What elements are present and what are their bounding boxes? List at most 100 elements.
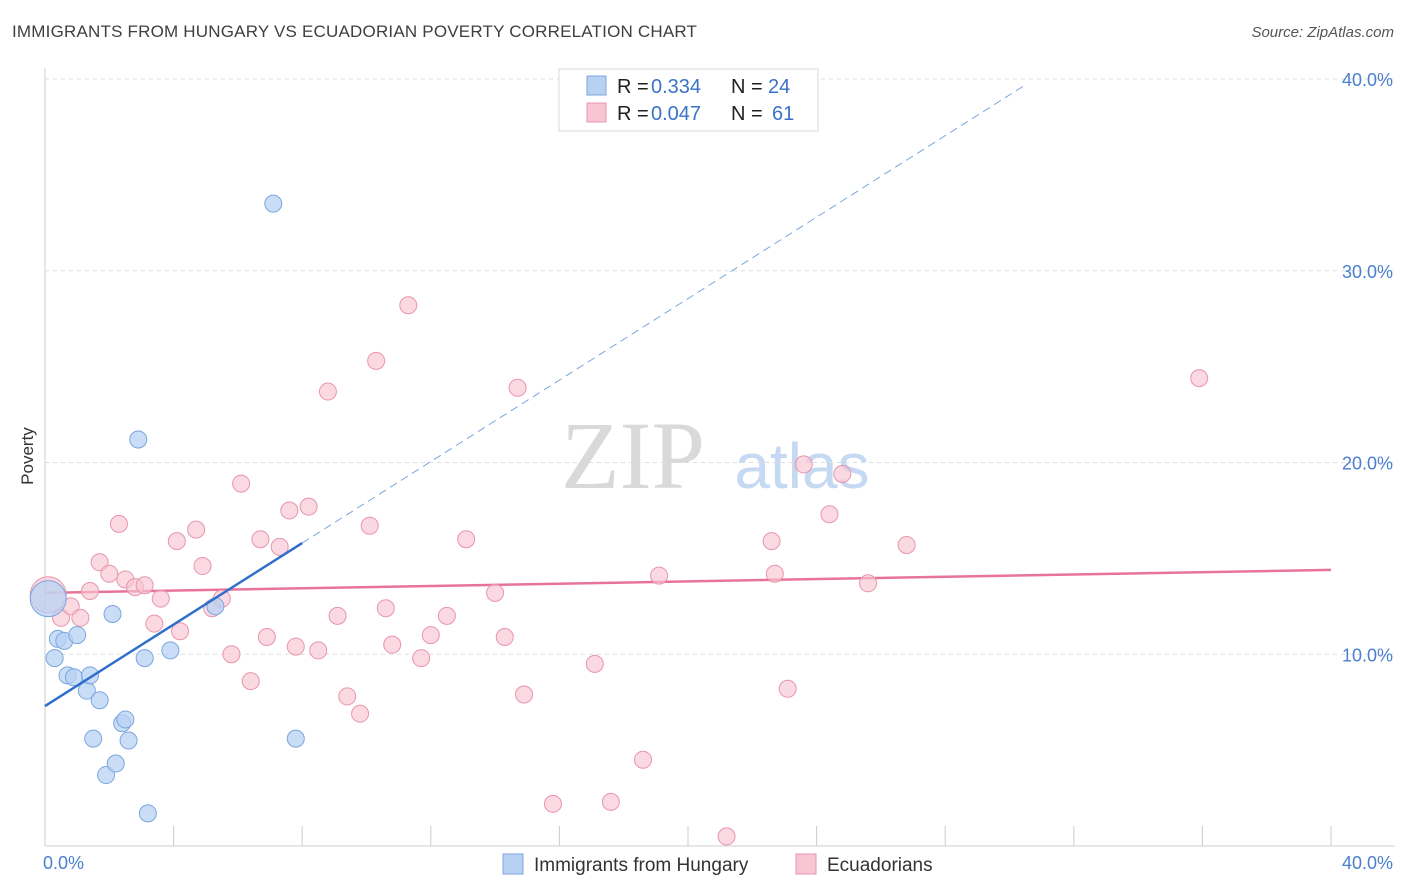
ecuadorians-point	[299, 497, 318, 516]
ecuadorians-point	[495, 627, 514, 646]
legend-r-value-ecuadorians: 0.047	[651, 103, 701, 125]
ecuadorians-point	[151, 589, 170, 608]
ecuadorians-point	[1190, 369, 1209, 388]
hungary-point	[29, 580, 67, 618]
ecuadorians-point	[338, 687, 357, 706]
x-tick-label: 40.0%	[1342, 853, 1393, 873]
ecuadorians-point	[187, 520, 206, 539]
ecuadorians-point	[360, 516, 379, 535]
ecuadorians-point	[270, 537, 289, 556]
ecuadorians-point	[171, 622, 190, 641]
ecuadorians-point	[543, 794, 562, 813]
ecuadorians-point	[633, 750, 652, 769]
legend-r-value-hungary: 0.334	[651, 76, 701, 98]
hungary-point	[116, 710, 135, 729]
hungary-point	[68, 626, 87, 645]
ecuadorians-point	[820, 505, 839, 524]
ecuadorians-point	[309, 641, 328, 660]
bottom-legend-swatch-ecuadorians	[795, 853, 817, 875]
ecuadorians-point	[383, 635, 402, 654]
ecuadorians-point	[328, 606, 347, 625]
ecuadorians-point	[257, 627, 276, 646]
ecuadorians-point	[135, 576, 154, 595]
ecuadorians-point	[81, 581, 100, 600]
legend-r-label-ecuadorians: R =	[617, 103, 649, 125]
hungary-point	[286, 729, 305, 748]
ecuadorians-point	[515, 685, 534, 704]
hungary-points	[29, 194, 305, 823]
series-legend: Immigrants from Hungary Ecuadorians	[502, 853, 933, 876]
ecuadorians-point	[508, 378, 527, 397]
trend-lines	[44, 84, 1332, 595]
bottom-legend-label-hungary: Immigrants from Hungary	[534, 855, 749, 876]
ecuadorians-point	[318, 382, 337, 401]
ecuadorians-point	[437, 606, 456, 625]
stats-legend: R = 0.334 N = 24 R = 0.047 N = 61	[558, 68, 819, 132]
legend-r-label-hungary: R =	[617, 76, 649, 98]
ecuadorians-point	[100, 564, 119, 583]
ecuadorians-point	[145, 614, 164, 633]
hungary-trend-line	[44, 541, 303, 708]
ecuadorians-point	[765, 564, 784, 583]
ecuadorians-point	[241, 672, 260, 691]
source-label: Source: ZipAtlas.com	[1251, 24, 1394, 41]
y-axis-title: Poverty	[18, 427, 37, 485]
legend-n-label-hungary: N =	[731, 76, 763, 98]
hungary-point	[90, 691, 109, 710]
ecuadorians-point	[367, 351, 386, 370]
ecuadorians-point	[833, 465, 852, 484]
ecuadorians-point	[351, 704, 370, 723]
ecuadorians-point	[717, 827, 736, 846]
ecuadorians-point	[897, 535, 916, 554]
ecuadorians-point	[376, 599, 395, 618]
ecuadorians-point	[167, 532, 186, 551]
hungary-point	[119, 731, 138, 750]
legend-n-value-hungary: 24	[768, 76, 790, 98]
y-tick-label: 10.0%	[1342, 645, 1393, 665]
hungary-point	[135, 649, 154, 668]
ecuadorians-point	[486, 583, 505, 602]
ecuadorians-point	[399, 296, 418, 315]
x-tick-label: 0.0%	[43, 853, 84, 873]
ecuadorians-point	[193, 557, 212, 576]
hungary-point	[45, 649, 64, 668]
legend-swatch-hungary	[586, 75, 607, 96]
hungary-point	[129, 430, 148, 449]
bottom-legend-label-ecuadorians: Ecuadorians	[827, 855, 933, 876]
y-tick-label: 30.0%	[1342, 262, 1393, 282]
ecuadorians-point	[90, 553, 109, 572]
legend-swatch-ecuadorians	[586, 102, 607, 123]
chart-title: IMMIGRANTS FROM HUNGARY VS ECUADORIAN PO…	[12, 22, 698, 41]
ecuadorians-point	[778, 679, 797, 698]
ecuadorians-point	[71, 608, 90, 627]
hungary-point	[138, 804, 157, 823]
ecuadorians-point	[280, 501, 299, 520]
hungary-point	[264, 194, 283, 213]
y-tick-label: 20.0%	[1342, 454, 1393, 474]
hungary-point	[161, 641, 180, 660]
ecuadorians-point	[762, 532, 781, 551]
legend-n-value-ecuadorians: 61	[772, 103, 794, 125]
ecuadorians-point	[457, 530, 476, 549]
axes	[44, 68, 1395, 847]
ecuadorians-point	[251, 530, 270, 549]
watermark-zip: ZIP	[561, 402, 705, 509]
ecuadorians-point	[222, 645, 241, 664]
y-tick-label: 40.0%	[1342, 70, 1393, 90]
gridlines	[45, 78, 1395, 655]
ecuadorians-point	[794, 455, 813, 474]
ecuadorians-point	[286, 637, 305, 656]
hungary-point	[106, 754, 125, 773]
bottom-legend-swatch-hungary	[502, 853, 524, 875]
ecuadorians-points	[29, 296, 1209, 846]
tick-labels: 10.0% 20.0% 30.0% 40.0% 0.0% 40.0%	[43, 70, 1393, 873]
ecuadorians-point	[650, 566, 669, 585]
ecuadorians-point	[859, 574, 878, 593]
ecuadorians-point	[585, 654, 604, 673]
legend-n-label-ecuadorians: N =	[731, 103, 763, 125]
hungary-point	[97, 766, 116, 785]
ecuadorians-point	[421, 626, 440, 645]
hungary-point	[84, 729, 103, 748]
ecuadorians-point	[109, 514, 128, 533]
